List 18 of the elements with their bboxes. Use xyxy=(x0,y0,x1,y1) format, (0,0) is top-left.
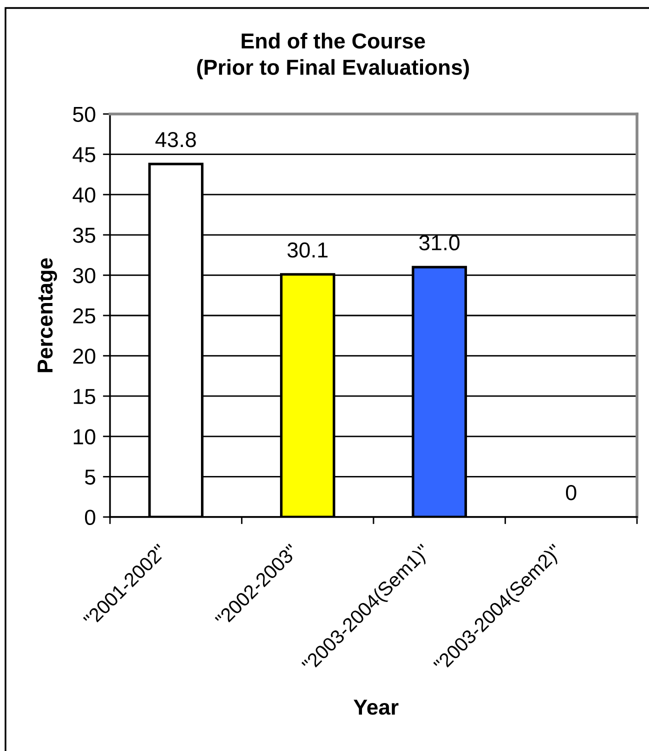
y-tick-label: 0 xyxy=(84,510,96,526)
y-tick-label: 35 xyxy=(72,228,96,243)
y-tick-label: 10 xyxy=(74,429,96,444)
data-label: 31.0 xyxy=(419,235,460,250)
y-tick-label: 5 xyxy=(85,470,96,485)
x-axis-title: Year xyxy=(354,700,398,715)
y-tick-label: 25 xyxy=(73,308,96,324)
data-label: 30.1 xyxy=(288,242,328,258)
y-tick-label: 15 xyxy=(74,389,96,404)
chart-title: End of the Course (Prior to Final Evaluations) xyxy=(197,32,469,80)
y-tick-label: 50 xyxy=(73,106,96,122)
data-label: 43.8 xyxy=(155,132,196,148)
y-axis-title: Percentage xyxy=(38,258,58,372)
y-tick-label: 45 xyxy=(72,147,96,162)
y-tick-label: 40 xyxy=(72,187,96,203)
y-tick-label: 20 xyxy=(73,348,96,364)
data-label: 0 xyxy=(566,485,576,500)
y-tick-label: 30 xyxy=(72,268,96,284)
